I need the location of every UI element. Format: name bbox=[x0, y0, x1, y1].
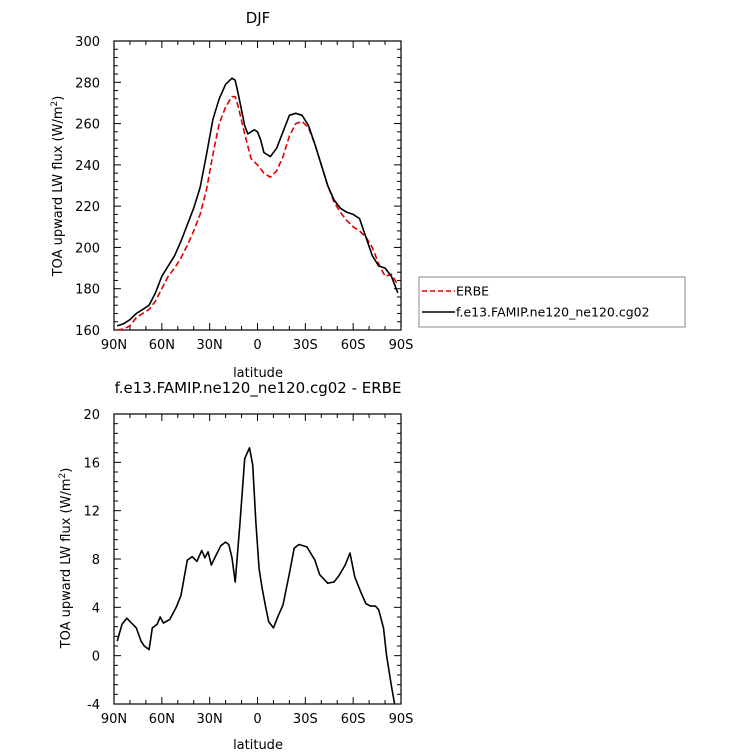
chart-panel-top: DJF 90N 60N 30N 0 30S 60S 90S 160 180 200 220 240 2… bbox=[50, 9, 686, 381]
x-tick-label: 90N bbox=[101, 338, 127, 353]
series-group bbox=[116, 77, 399, 331]
y-tick-label: 260 bbox=[75, 118, 100, 133]
y-tick-labels: -4 0 4 8 12 16 20 bbox=[83, 408, 100, 713]
series-group bbox=[116, 446, 396, 705]
x-tick-label: 60N bbox=[149, 712, 175, 727]
x-tick-label: 90N bbox=[101, 712, 127, 727]
y-tick-label: 200 bbox=[75, 241, 100, 256]
y-tick-label: -4 bbox=[87, 698, 100, 713]
x-tick-label: 0 bbox=[253, 338, 261, 353]
y-axis-label-main: TOA upward LW flux (W/m bbox=[51, 106, 66, 277]
series-line bbox=[117, 95, 399, 331]
y-tick-labels: 160 180 200 220 240 260 280 300 bbox=[75, 35, 100, 339]
chart-panel-bottom: f.e13.FAMIP.ne120_ne120.cg02 - ERBE 90N 6… bbox=[58, 379, 413, 753]
y-tick-label: 160 bbox=[75, 324, 100, 339]
series-line bbox=[116, 446, 396, 705]
x-tick-label: 60S bbox=[341, 338, 366, 353]
series-line bbox=[116, 77, 399, 327]
chart-title: DJF bbox=[246, 9, 271, 27]
legend: ERBE f.e13.FAMIP.ne120_ne120.cg02 bbox=[418, 276, 686, 328]
x-tick-label: 30S bbox=[293, 712, 318, 727]
x-tick-label: 30N bbox=[197, 338, 223, 353]
x-tick-label: 60N bbox=[149, 338, 175, 353]
legend-label-erbe: ERBE bbox=[456, 284, 489, 299]
legend-box bbox=[418, 276, 686, 328]
x-axis-label: latitude bbox=[233, 738, 283, 753]
x-axis-label: latitude bbox=[233, 366, 283, 381]
x-tick-labels: 90N 60N 30N 0 30S 60S 90S bbox=[101, 712, 414, 727]
y-tick-label: 4 bbox=[92, 601, 100, 616]
y-tick-label: 20 bbox=[83, 408, 100, 423]
x-tick-label: 90S bbox=[389, 338, 414, 353]
y-axis-label-main: TOA upward LW flux (W/m bbox=[59, 478, 74, 649]
y-tick-label: 180 bbox=[75, 283, 100, 298]
y-axis-label-superscript: 2 bbox=[58, 473, 68, 479]
y-axis-label: TOA upward LW flux (W/m2) bbox=[58, 468, 74, 650]
y-tick-label: 300 bbox=[75, 35, 100, 50]
y-tick-label: 220 bbox=[75, 200, 100, 215]
y-tick-label: 8 bbox=[92, 553, 100, 568]
x-tick-label: 60S bbox=[341, 712, 366, 727]
axes-frame bbox=[113, 40, 402, 331]
x-tick-label: 0 bbox=[253, 712, 261, 727]
x-tick-label: 30N bbox=[197, 712, 223, 727]
y-axis-label: TOA upward LW flux (W/m2) bbox=[50, 96, 66, 278]
y-axis-label-close: ) bbox=[59, 468, 74, 473]
y-tick-label: 16 bbox=[83, 456, 100, 471]
x-tick-labels: 90N 60N 30N 0 30S 60S 90S bbox=[101, 338, 414, 353]
y-tick-label: 240 bbox=[75, 159, 100, 174]
y-tick-label: 280 bbox=[75, 76, 100, 91]
chart-title: f.e13.FAMIP.ne120_ne120.cg02 - ERBE bbox=[115, 379, 402, 398]
x-tick-label: 90S bbox=[389, 712, 414, 727]
y-axis-label-close: ) bbox=[51, 96, 66, 101]
y-tick-label: 12 bbox=[83, 505, 100, 520]
legend-label-model: f.e13.FAMIP.ne120_ne120.cg02 bbox=[456, 305, 650, 320]
axes-frame bbox=[113, 413, 402, 705]
plot-frame bbox=[113, 413, 402, 705]
x-tick-label: 30S bbox=[293, 338, 318, 353]
y-axis-label-superscript: 2 bbox=[50, 101, 60, 107]
y-tick-label: 0 bbox=[92, 650, 100, 665]
